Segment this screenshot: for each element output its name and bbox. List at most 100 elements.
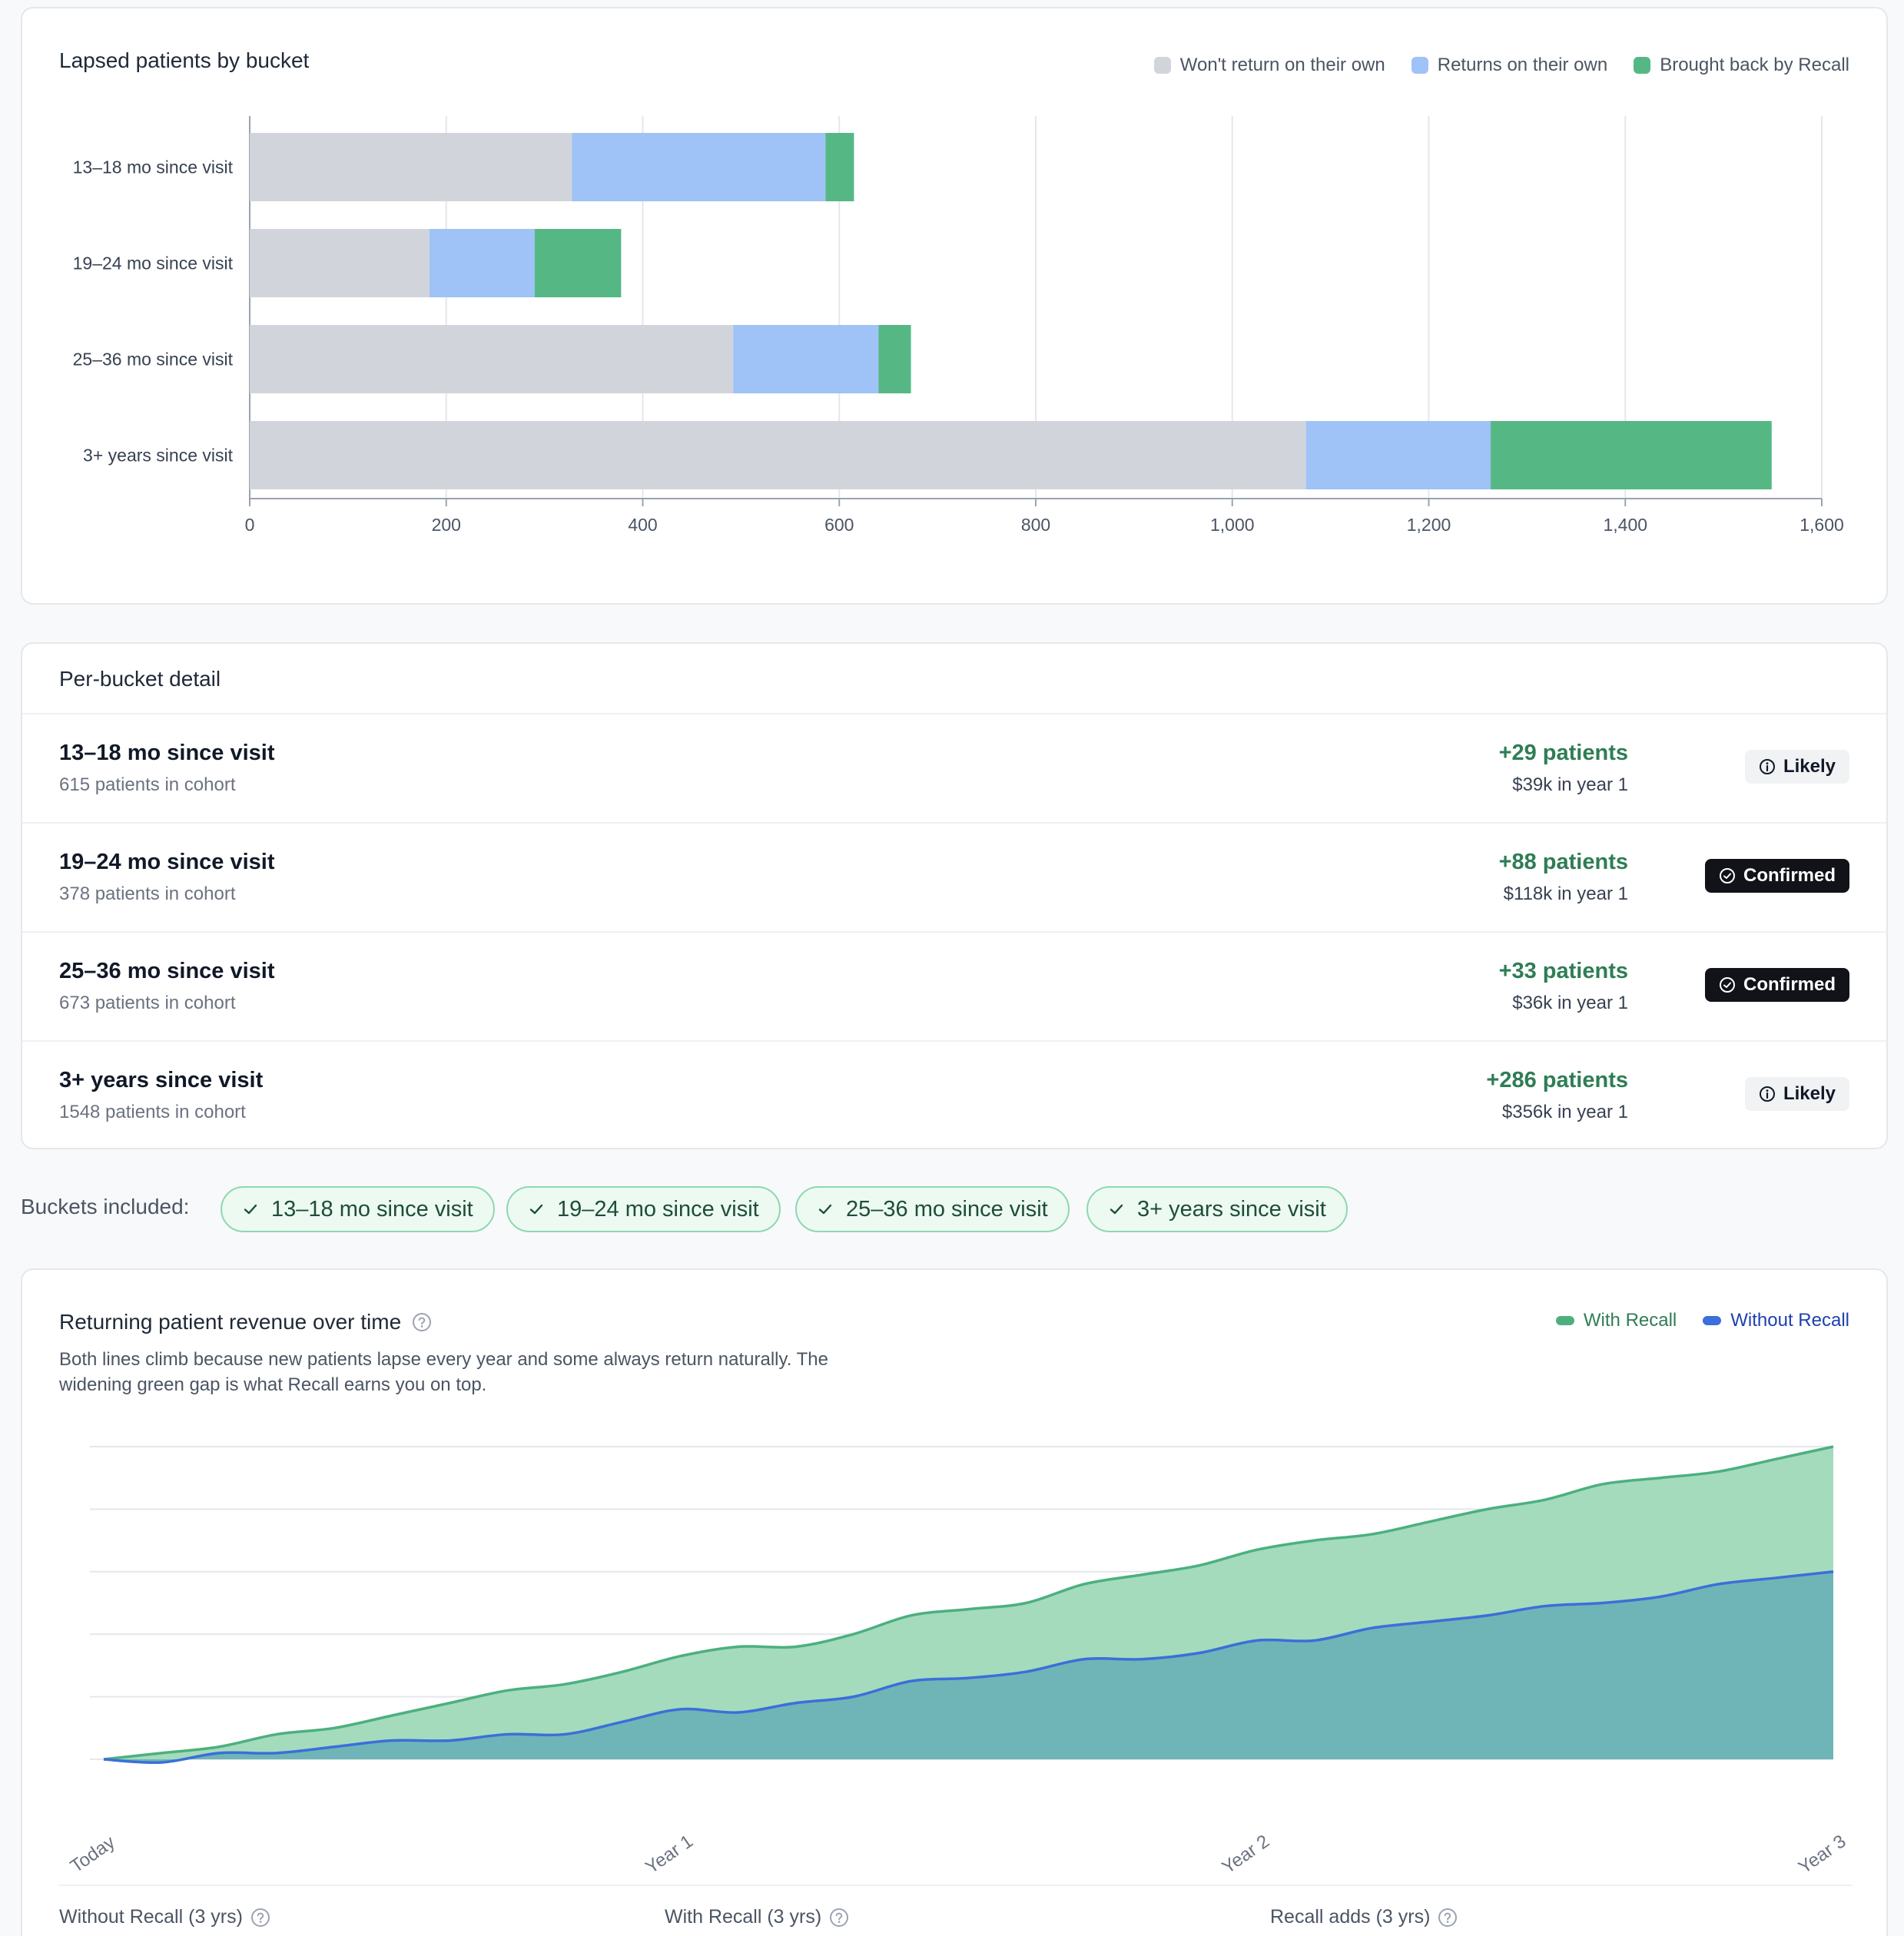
bucket-gain: +29 patients	[1498, 741, 1628, 765]
bucket-revenue: $36k in year 1	[1512, 993, 1628, 1013]
bucket-revenue: $118k in year 1	[1503, 883, 1628, 904]
x-tick-label: 1,600	[1800, 515, 1844, 535]
bucket-gain: +88 patients	[1498, 850, 1628, 874]
check-icon	[529, 1204, 543, 1215]
bar-segment	[250, 229, 430, 297]
footer-recall-adds: Recall adds (3 yrs)	[1270, 1906, 1458, 1928]
bucket-cohort: 615 patients in cohort	[59, 774, 236, 795]
per-bucket-detail-card: Per-bucket detail 13–18 mo since visit 6…	[21, 642, 1888, 1149]
bar-segment	[733, 325, 879, 393]
lapsed-patients-card: Lapsed patients by bucket Won't return o…	[21, 7, 1888, 605]
y-category-label: 19–24 mo since visit	[73, 254, 234, 273]
bucket-pill-13-18[interactable]: 13–18 mo since visit	[221, 1186, 495, 1232]
status-label: Confirmed	[1743, 974, 1836, 995]
bucket-pill-label: 3+ years since visit	[1137, 1196, 1326, 1222]
status-badge-likely: Likely	[1744, 1077, 1849, 1111]
bar-segment	[1491, 421, 1772, 489]
bucket-row: 25–36 mo since visit 673 patients in coh…	[22, 931, 1886, 1040]
check-icon	[1110, 1204, 1123, 1215]
bucket-pill-label: 19–24 mo since visit	[557, 1196, 759, 1222]
y-category-label: 3+ years since visit	[83, 446, 234, 466]
status-badge-likely: Likely	[1744, 750, 1849, 784]
y-category-label: 25–36 mo since visit	[73, 350, 234, 370]
x-tick-label: 0	[245, 515, 255, 535]
stacked-bar-chart: 0 200 400 600 800 1,000 1,200 1,400 1,600 13–18 m…	[73, 116, 1844, 535]
legend-item-returns: Returns on their own	[1411, 55, 1607, 76]
bucket-name: 25–36 mo since visit	[59, 959, 275, 983]
series-line	[103, 1570, 1834, 1765]
lapsed-patients-title: Lapsed patients by bucket	[59, 48, 310, 72]
legend-swatch	[1153, 57, 1171, 74]
bar-segment	[250, 421, 1306, 489]
bucket-gain: +33 patients	[1498, 959, 1628, 983]
legend-label: Returns on their own	[1437, 55, 1608, 75]
check-icon	[818, 1204, 832, 1215]
check-icon	[244, 1204, 257, 1215]
legend-item-recall: Brought back by Recall	[1634, 55, 1849, 76]
x-axis-label: Today	[67, 1832, 119, 1877]
revenue-footer: Without Recall (3 yrs) With Recall (3 yr…	[59, 1885, 1853, 1928]
per-bucket-detail-title: Per-bucket detail	[59, 667, 221, 691]
bucket-pill-3-years[interactable]: 3+ years since visit	[1086, 1186, 1348, 1232]
bar-segment	[825, 133, 854, 201]
bucket-name: 3+ years since visit	[59, 1068, 264, 1092]
question-circle-icon[interactable]	[1438, 1908, 1458, 1928]
bucket-row: 13–18 mo since visit 615 patients in coh…	[22, 713, 1886, 822]
bucket-pill-label: 25–36 mo since visit	[846, 1196, 1048, 1222]
x-tick-label: 1,200	[1407, 515, 1451, 535]
bucket-row: 19–24 mo since visit 378 patients in coh…	[22, 822, 1886, 931]
bucket-cohort: 378 patients in cohort	[59, 883, 236, 904]
question-circle-icon[interactable]	[412, 1312, 432, 1332]
bucket-row: 3+ years since visit 1548 patients in co…	[22, 1040, 1886, 1149]
bucket-revenue: $356k in year 1	[1501, 1102, 1628, 1122]
legend-swatch	[1634, 57, 1651, 74]
bucket-name: 13–18 mo since visit	[59, 741, 275, 765]
question-circle-icon[interactable]	[250, 1908, 270, 1928]
x-axis-label: Year 3	[1795, 1831, 1850, 1878]
status-label: Confirmed	[1743, 865, 1836, 886]
legend-swatch	[1555, 1316, 1574, 1325]
bucket-cohort: 1548 patients in cohort	[59, 1102, 246, 1122]
revenue-title-row: Returning patient revenue over time	[59, 1310, 432, 1334]
status-badge-confirmed: Confirmed	[1705, 859, 1849, 893]
x-tick-label: 400	[628, 515, 657, 535]
bucket-cohort: 673 patients in cohort	[59, 993, 236, 1013]
check-circle-icon	[1720, 868, 1735, 883]
buckets-included-label: Buckets included:	[21, 1195, 190, 1218]
bucket-pill-25-36[interactable]: 25–36 mo since visit	[795, 1186, 1070, 1232]
bar-segment	[572, 133, 826, 201]
status-label: Likely	[1783, 1083, 1836, 1104]
x-tick-label: 600	[824, 515, 854, 535]
legend-label: With Recall	[1583, 1310, 1677, 1331]
bar-segment	[1305, 421, 1491, 489]
revenue-description: Both lines climb because new patients la…	[59, 1349, 828, 1395]
bucket-pill-19-24[interactable]: 19–24 mo since visit	[506, 1186, 781, 1232]
x-tick-label: 1,400	[1603, 515, 1647, 535]
footer-without-recall: Without Recall (3 yrs)	[59, 1906, 270, 1928]
bar-segment	[430, 229, 535, 297]
bar-segment	[534, 229, 622, 297]
info-circle-icon	[1759, 759, 1775, 774]
bucket-pill-label: 13–18 mo since visit	[271, 1196, 473, 1222]
status-label: Likely	[1783, 756, 1836, 777]
legend-label: Without Recall	[1730, 1310, 1849, 1331]
bar-segment	[250, 325, 734, 393]
revenue-legend: With Recall Without Recall	[1555, 1310, 1849, 1331]
revenue-chart-title: Returning patient revenue over time	[59, 1310, 402, 1334]
legend-label: Brought back by Recall	[1660, 55, 1849, 75]
x-axis-label: Year 2	[1219, 1831, 1274, 1878]
question-circle-icon[interactable]	[829, 1908, 849, 1928]
legend-swatch	[1703, 1316, 1722, 1325]
x-tick-label: 800	[1021, 515, 1050, 535]
status-badge-confirmed: Confirmed	[1705, 968, 1849, 1002]
bar-segment	[878, 325, 911, 393]
area-fill	[104, 1571, 1833, 1763]
y-category-label: 13–18 mo since visit	[73, 157, 234, 177]
footer-label: With Recall (3 yrs)	[665, 1906, 822, 1928]
revenue-area-chart: Today Year 1 Year 2 Year 3	[67, 1445, 1850, 1878]
bar-segment	[250, 133, 572, 201]
bucket-name: 19–24 mo since visit	[59, 850, 275, 874]
bars-legend: Won't return on their own Returns on the…	[1153, 55, 1849, 76]
legend-item-wont-return: Won't return on their own	[1153, 55, 1385, 76]
bucket-revenue: $39k in year 1	[1512, 774, 1628, 795]
